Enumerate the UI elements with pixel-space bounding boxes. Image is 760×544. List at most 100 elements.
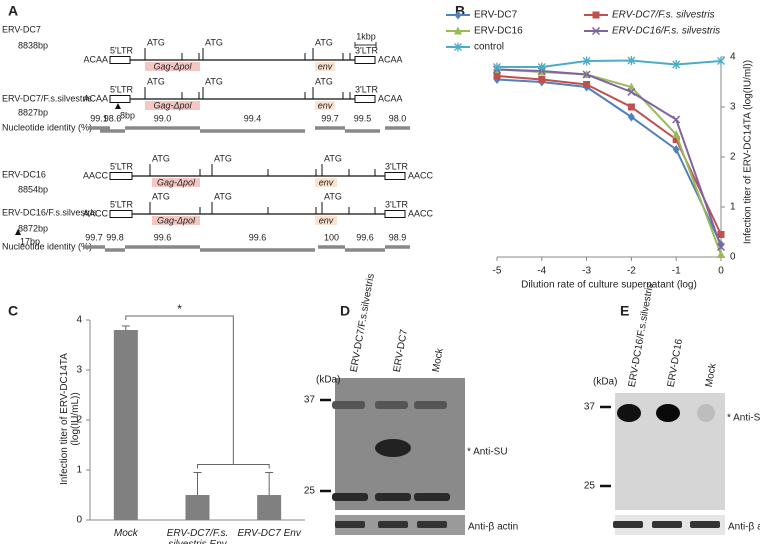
antibody-label: * Anti-SU — [727, 413, 760, 424]
marker — [454, 26, 462, 35]
marker — [454, 42, 462, 52]
right-site: ACAA — [378, 54, 403, 64]
ltr5-box — [109, 56, 131, 64]
left-site: AACC — [83, 208, 109, 218]
lane-label: ERV-DC7/F.s.silvestris — [349, 273, 377, 373]
y-tick-label: 0 — [730, 252, 736, 263]
x-tick-label: -2 — [627, 266, 636, 277]
marker — [672, 136, 680, 143]
marker — [538, 76, 546, 83]
insertion-label: 8bp — [120, 110, 135, 120]
ltr5-box — [109, 95, 131, 103]
ltr5-box — [109, 172, 133, 180]
atg-label: ATG — [324, 191, 342, 201]
left-site: ACAA — [83, 54, 108, 64]
right-site: AACC — [408, 170, 434, 180]
env-box — [315, 62, 335, 71]
marker — [717, 231, 725, 238]
env-label: env — [319, 215, 334, 225]
panel-label: A — [8, 3, 18, 19]
env-box — [315, 178, 337, 187]
marker — [672, 130, 681, 138]
marker — [627, 56, 636, 65]
panel-label: C — [8, 303, 18, 319]
construct-length: 8827bp — [18, 107, 48, 117]
gag-label: Gag-Δpol — [157, 177, 196, 187]
env-box — [315, 101, 335, 110]
identity-value: 99.4 — [244, 113, 262, 123]
size-marker-label: 25 — [584, 481, 596, 492]
x-axis-title: Dilution rate of culture supernatant (lo… — [521, 280, 697, 291]
legend-label: ERV-DC7/F.s. silvestris — [612, 10, 715, 21]
marker — [627, 87, 636, 97]
marker — [537, 62, 546, 72]
bar — [257, 495, 282, 520]
actin-band — [378, 521, 408, 528]
lane-label: ERV-DC7 — [392, 328, 410, 373]
gag-label: Gag-Δpol — [153, 61, 192, 71]
atg-label: ATG — [152, 153, 170, 163]
x-tick-label: -4 — [537, 266, 546, 277]
identity-value: 98.0 — [389, 113, 407, 123]
y-tick-label: 4 — [730, 52, 736, 63]
kda-label: (kDa) — [316, 375, 340, 386]
atg-label: ATG — [315, 37, 333, 47]
y-tick-label: 1 — [730, 202, 736, 213]
x-tick-label: -3 — [582, 266, 591, 277]
right-site: AACC — [408, 208, 434, 218]
ltr3-label: 3'LTR — [355, 84, 379, 94]
identity-value: 99.5 — [354, 113, 372, 123]
gag-label: Gag-Δpol — [157, 215, 196, 225]
identity-value: 99.6 — [154, 232, 172, 242]
y-tick-label: 3 — [730, 102, 736, 113]
ltr3-label: 3'LTR — [385, 161, 409, 171]
construct-length: 8854bp — [18, 184, 48, 194]
atg-label: ATG — [324, 153, 342, 163]
construct-length: 8872bp — [18, 223, 48, 233]
gag-box — [152, 178, 200, 187]
error-bar — [193, 472, 202, 495]
atg-label: ATG — [205, 76, 223, 86]
size-marker-label: 25 — [304, 486, 316, 497]
env-label: env — [318, 100, 333, 110]
panel-label: B — [455, 3, 465, 19]
y-tick-label: 1 — [76, 465, 82, 476]
insertion-marker — [15, 229, 21, 235]
blot-band — [414, 401, 447, 409]
identity-value: 99.1 — [90, 113, 108, 123]
lane-label: ERV-DC16/F.s.silvestris — [627, 282, 656, 388]
construct-name: ERV-DC16/F.s.silvestris — [2, 207, 97, 217]
marker — [716, 242, 726, 252]
env-label: env — [318, 61, 333, 71]
scale-bar-label: 1kbp — [356, 31, 376, 41]
ltr5-label: 5'LTR — [110, 45, 134, 55]
legend-label: ERV-DC16 — [474, 26, 523, 37]
legend-label: control — [474, 42, 504, 53]
right-site: ACAA — [378, 93, 403, 103]
blot-band — [697, 404, 715, 422]
antibody-label: Anti-β actin — [468, 522, 518, 533]
y-tick-label: 2 — [76, 415, 82, 426]
kda-label: (kDa) — [593, 377, 617, 388]
antibody-label: * Anti-SU — [467, 447, 508, 458]
identity-value: 98.9 — [389, 232, 407, 242]
error-bar — [265, 472, 274, 495]
ltr3-box — [384, 210, 406, 218]
blot-band — [656, 404, 680, 422]
ltr5-label: 5'LTR — [110, 84, 134, 94]
marker — [582, 70, 591, 79]
blot-band — [375, 493, 411, 501]
size-marker-label: 37 — [304, 395, 316, 406]
identity-label: Nucleotide identity (%) — [2, 122, 92, 132]
atg-label: ATG — [214, 191, 232, 201]
identity-label: Nucleotide identity (%) — [2, 241, 92, 251]
y-axis-title: Infection titer of ERV-DC14TA (log(IU/mL… — [59, 353, 81, 485]
gag-box — [145, 62, 200, 71]
identity-value: 99.6 — [249, 232, 267, 242]
insertion-label: 17bp — [20, 236, 40, 246]
blot-band — [375, 401, 408, 409]
blot-band — [332, 493, 368, 501]
marker — [717, 56, 725, 66]
marker — [672, 145, 680, 154]
